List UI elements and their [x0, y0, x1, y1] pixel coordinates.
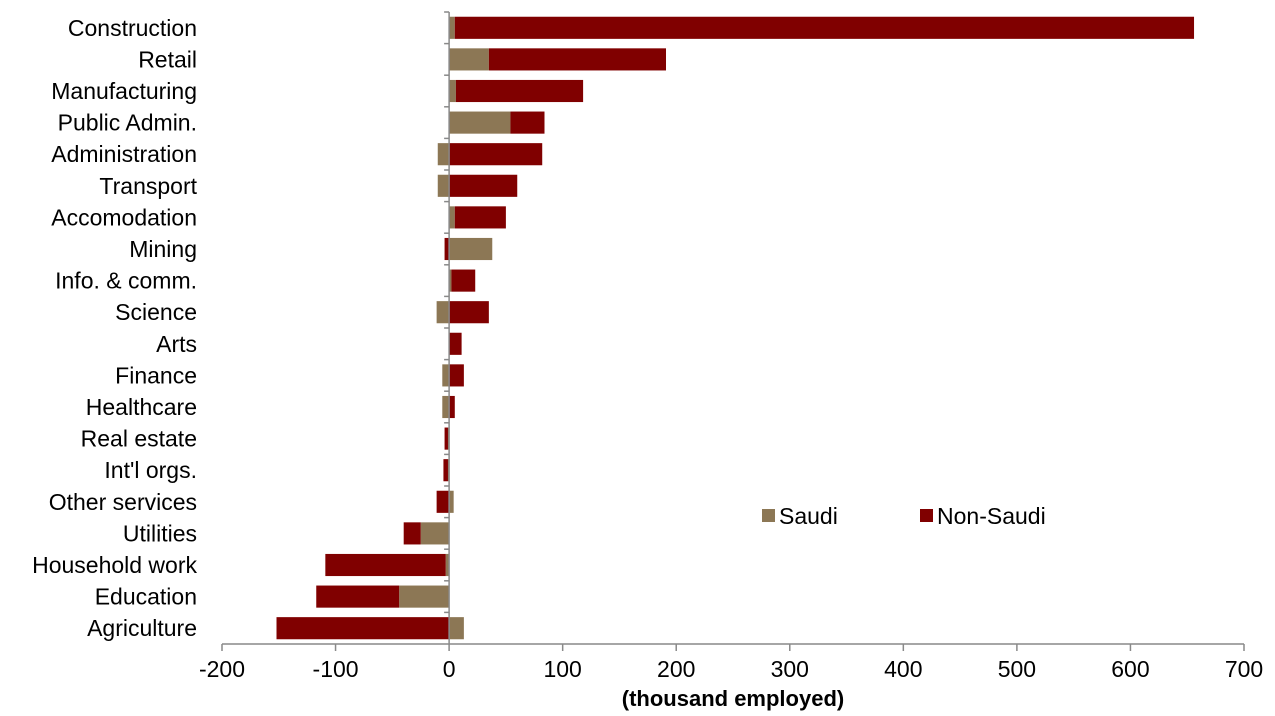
category-label-int-l-orgs: Int'l orgs.	[104, 457, 197, 483]
bar-int-l-orgs-non-saudi	[443, 459, 448, 482]
bar-agriculture-non-saudi	[276, 617, 450, 640]
bar-healthcare-non-saudi	[449, 395, 455, 419]
category-label-administration: Administration	[51, 141, 197, 167]
bar-finance-non-saudi	[449, 364, 464, 387]
x-axis-title: (thousand employed)	[622, 686, 844, 711]
bar-science-saudi	[436, 301, 450, 324]
axes	[222, 11, 1244, 645]
category-label-real-estate: Real estate	[81, 426, 197, 452]
legend-swatch-saudi	[762, 509, 775, 522]
legend: Saudi Non-Saudi	[762, 503, 1046, 529]
category-label-education: Education	[95, 584, 197, 610]
x-tick-label: 200	[657, 656, 695, 682]
x-tick-label: 300	[771, 656, 809, 682]
category-label-household-work: Household work	[32, 552, 197, 578]
bar-agriculture-saudi	[449, 617, 464, 640]
x-tick-label: 500	[998, 656, 1036, 682]
category-label-arts: Arts	[156, 331, 197, 357]
x-tick-label: -200	[199, 656, 245, 682]
legend-label-non-saudi: Non-Saudi	[937, 503, 1046, 529]
x-tick-label: 700	[1225, 656, 1263, 682]
bar-manufacturing-saudi	[449, 79, 456, 103]
category-label-public-admin: Public Admin.	[58, 110, 197, 136]
bar-finance-saudi	[442, 364, 450, 387]
bar-real-estate-non-saudi	[444, 427, 448, 450]
bars	[276, 16, 1195, 640]
bar-other-services-saudi	[449, 490, 454, 513]
category-label-finance: Finance	[115, 362, 197, 388]
bar-manufacturing-non-saudi	[455, 79, 584, 103]
x-tick-label: 0	[443, 656, 456, 682]
bar-public-admin-saudi	[449, 111, 511, 134]
bar-utilities-non-saudi	[403, 522, 421, 545]
bar-healthcare-saudi	[442, 395, 450, 419]
category-labels: Construction Retail Manufacturing Public Ad…	[32, 15, 198, 641]
bar-arts-non-saudi	[449, 332, 462, 355]
x-tick-label: 600	[1111, 656, 1149, 682]
x-tick-label: 400	[884, 656, 922, 682]
bar-accomodation-non-saudi	[454, 206, 506, 229]
x-tick-label: 100	[543, 656, 581, 682]
bar-retail-non-saudi	[488, 48, 667, 71]
bar-household-work-non-saudi	[325, 553, 446, 577]
category-label-manufacturing: Manufacturing	[51, 78, 197, 104]
bar-info-comm-non-saudi	[451, 269, 476, 292]
category-label-mining: Mining	[129, 236, 197, 262]
bar-utilities-saudi	[420, 522, 450, 545]
bar-public-admin-non-saudi	[510, 111, 545, 134]
bar-education-non-saudi	[316, 585, 400, 608]
bar-mining-non-saudi	[444, 237, 450, 261]
category-label-healthcare: Healthcare	[86, 394, 197, 420]
bar-construction-saudi	[449, 16, 455, 39]
bar-household-work-saudi	[445, 553, 450, 577]
category-label-agriculture: Agriculture	[87, 615, 197, 641]
bar-administration-saudi	[437, 143, 450, 166]
bar-administration-non-saudi	[449, 143, 543, 166]
category-label-other-services: Other services	[49, 489, 197, 515]
bar-accomodation-saudi	[449, 206, 455, 229]
bar-transport-non-saudi	[449, 174, 518, 197]
bar-science-non-saudi	[449, 301, 489, 324]
legend-label-saudi: Saudi	[779, 503, 838, 529]
category-label-construction: Construction	[68, 15, 197, 41]
bar-transport-saudi	[437, 174, 450, 197]
bar-retail-saudi	[449, 48, 489, 71]
category-label-utilities: Utilities	[123, 520, 197, 546]
category-label-science: Science	[115, 299, 197, 325]
bar-other-services-non-saudi	[436, 490, 450, 513]
bar-info-comm-saudi	[449, 269, 452, 292]
category-label-transport: Transport	[99, 173, 197, 199]
category-label-info-comm: Info. & comm.	[55, 268, 197, 294]
x-ticks: -200 -100 0 100 200 300 400 500 600 700	[199, 644, 1263, 682]
category-label-accomodation: Accomodation	[51, 204, 197, 230]
legend-swatch-non-saudi	[920, 509, 933, 522]
bar-construction-non-saudi	[454, 16, 1195, 39]
x-tick-label: -100	[313, 656, 359, 682]
bar-education-saudi	[399, 585, 450, 608]
category-label-retail: Retail	[138, 46, 197, 72]
bar-mining-saudi	[449, 237, 493, 261]
